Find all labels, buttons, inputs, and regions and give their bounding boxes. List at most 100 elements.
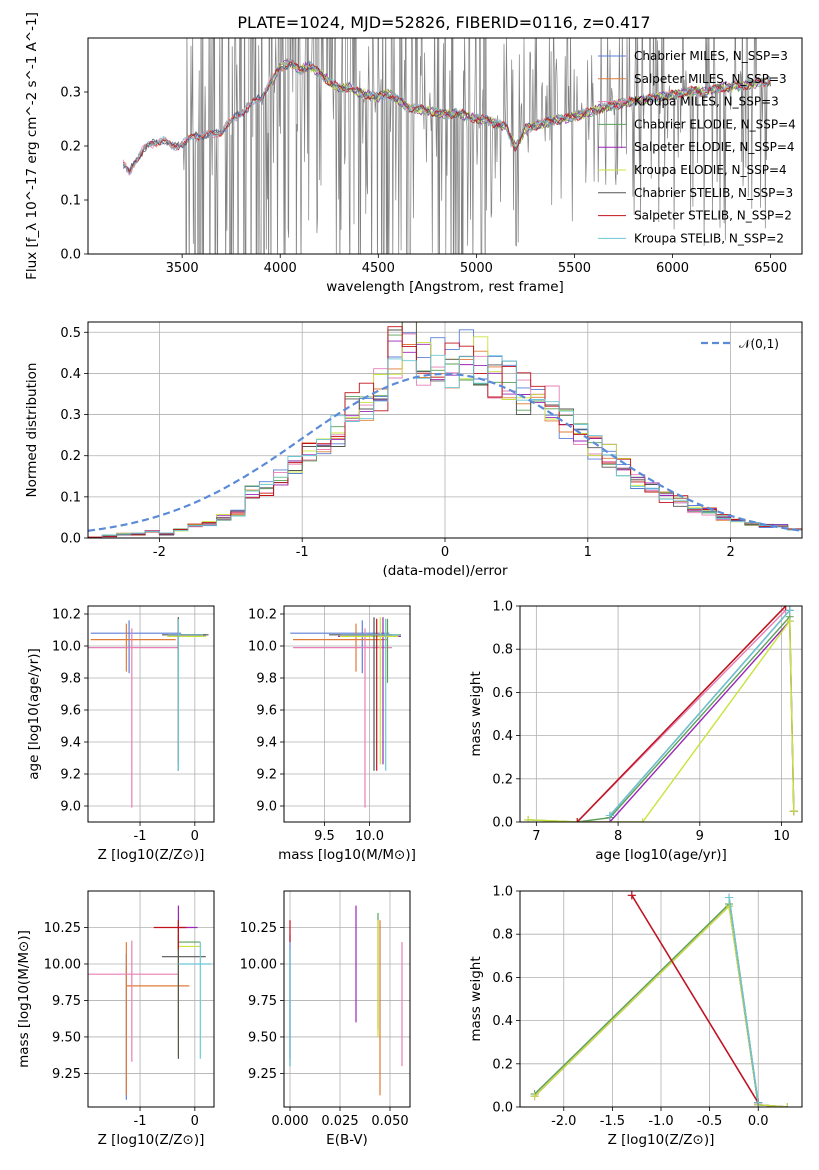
x-tick-label: 6500: [754, 261, 787, 276]
weight-line: [528, 619, 795, 822]
y-tick-label: 0.6: [492, 686, 513, 701]
x-tick-label: 0.0: [748, 1114, 769, 1129]
weight-marker: [789, 807, 798, 816]
x-tick-label: -2: [153, 545, 166, 560]
legend-entry: Salpeter STELIB, N_SSP=2: [634, 209, 792, 223]
y-tick-label: 9.0: [60, 800, 81, 815]
axes-border: [283, 890, 411, 1108]
legend-entry: Chabrier ELODIE, N_SSP=4: [634, 117, 796, 131]
y-tick-label: 9.0: [256, 800, 277, 815]
x-tick-label: 2: [726, 545, 734, 560]
y-tick-label: 10.00: [240, 957, 277, 972]
x-tick-label: -1: [134, 829, 147, 844]
x-axis-label: mass [log10(M/M⊙)]: [278, 847, 416, 863]
y-axis-label: mass weight: [468, 671, 484, 756]
plot-content: [530, 891, 792, 1107]
y-axis-label: mass [log10(M/M⊙)]: [16, 930, 32, 1068]
weight-marker: [530, 1092, 539, 1101]
plot-content: [88, 905, 212, 1100]
plot-content: [122, 38, 771, 254]
plot-content: [289, 905, 403, 1096]
x-tick-label: 9: [696, 829, 704, 844]
plot-area: [88, 606, 214, 822]
x-axis-label: (data-model)/error: [382, 563, 508, 579]
x-tick-label: 10.0: [355, 829, 384, 844]
y-tick-label: 9.75: [248, 994, 277, 1009]
residuals-panel: -2 -1 0 1 2 0.0 0.1 0.2 0.3 0.4 0.5 (data-model)/er…: [24, 321, 803, 579]
x-tick-label: 0: [191, 1114, 199, 1129]
weight-vs-age-panel: 7 8 9 10 0.0 0.2 0.4 0.6 0.8 1.0 age [log10(age/yr…: [468, 600, 803, 863]
weight-marker: [754, 1098, 763, 1107]
legend-entry: Salpeter MILES, N_SSP=3: [634, 72, 787, 86]
legend-entry: Kroupa ELODIE, N_SSP=4: [634, 163, 787, 177]
x-axis-label: wavelength [Angstrom, rest frame]: [326, 279, 564, 295]
weight-line: [631, 894, 759, 1104]
x-tick-label: 0: [441, 545, 449, 560]
y-tick-label: 0.2: [60, 449, 81, 464]
x-tick-label: 4500: [362, 261, 395, 276]
y-tick-label: 9.2: [256, 768, 277, 783]
y-tick-label: 0.1: [60, 194, 81, 209]
y-tick-label: 0.4: [492, 729, 513, 744]
plot-content: [290, 617, 401, 808]
axes-border: [87, 605, 215, 823]
age-vs-Z-panel: -1 0 9.0 9.2 9.4 9.6 9.8 10.0 10.2 Z [log10(Z/Z⊙)…: [26, 605, 215, 863]
legend-entry: Salpeter ELODIE, N_SSP=4: [634, 140, 795, 154]
x-tick-label: 9.5: [314, 829, 335, 844]
plot-content: [88, 322, 802, 538]
legend-entry: Chabrier MILES, N_SSP=3: [634, 49, 788, 63]
y-tick-label: 9.50: [248, 1030, 277, 1045]
figure-title: PLATE=1024, MJD=52826, FIBERID=0116, z=0…: [237, 13, 650, 32]
plot-content: [524, 606, 798, 822]
weight-marker: [573, 818, 582, 822]
y-tick-label: 10.2: [248, 608, 277, 623]
y-tick-label: 0.0: [60, 248, 81, 263]
x-tick-label: 5500: [558, 261, 591, 276]
x-axis-label: Z [log10(Z/Z⊙)]: [98, 1132, 205, 1148]
y-tick-label: 10.25: [44, 921, 81, 936]
age-vs-mass-panel: 9.5 10.0 9.0 9.2 9.4 9.6 9.8 10.0 10.2 mass [log1…: [248, 605, 416, 863]
model-spectrum: [122, 58, 771, 176]
y-tick-label: 0.8: [492, 928, 513, 943]
weight-marker: [725, 902, 734, 911]
y-tick-label: 0.4: [60, 367, 81, 382]
x-tick-label: -0.5: [697, 1114, 722, 1129]
y-tick-label: 10.25: [240, 921, 277, 936]
y-tick-label: 10.0: [52, 640, 81, 655]
y-axis-label: Flux [f_λ 10^-17 erg cm^-2 s^-1 A^-1]: [24, 12, 40, 280]
y-tick-label: 9.4: [256, 736, 277, 751]
y-tick-label: 9.6: [256, 704, 277, 719]
y-axis-label: Normed distribution: [24, 363, 40, 498]
y-tick-label: 9.2: [60, 768, 81, 783]
weight-marker: [781, 606, 790, 610]
weight-marker: [785, 606, 794, 615]
y-tick-label: 0.3: [60, 408, 81, 423]
x-tick-label: -1: [134, 1114, 147, 1129]
axes-border: [87, 890, 215, 1108]
legend-entry: Kroupa STELIB, N_SSP=2: [634, 231, 784, 245]
y-tick-label: 0.1: [60, 490, 81, 505]
weight-marker: [524, 815, 533, 822]
axes-border: [87, 37, 803, 255]
x-tick-label: 5000: [460, 261, 493, 276]
weight-marker: [638, 818, 647, 822]
x-tick-label: 0: [191, 829, 199, 844]
x-tick-label: 0.025: [321, 1114, 358, 1129]
y-tick-label: 9.8: [256, 672, 277, 687]
x-tick-label: 4000: [264, 261, 297, 276]
panels: 3500 4000 4500 5000 5500 6000 6500 0.0 0.1 0.2 0.3…: [16, 12, 803, 1148]
y-axis-label: mass weight: [468, 956, 484, 1041]
y-tick-label: 9.50: [52, 1030, 81, 1045]
model-spectrum: [122, 61, 771, 172]
x-tick-label: -2.0: [551, 1114, 576, 1129]
axes-border: [87, 321, 803, 539]
y-tick-label: 9.25: [52, 1067, 81, 1082]
y-tick-label: 0.0: [60, 532, 81, 547]
legend-entry: Chabrier STELIB, N_SSP=3: [634, 186, 793, 200]
y-tick-label: 10.00: [44, 957, 81, 972]
mass-vs-Z-panel: -1 0 9.25 9.50 9.75 10.00 10.25 Z [log10(Z/Z⊙)]…: [16, 890, 215, 1148]
y-tick-label: 0.5: [60, 326, 81, 341]
x-tick-label: -1: [296, 545, 309, 560]
x-tick-label: 0.050: [371, 1114, 408, 1129]
